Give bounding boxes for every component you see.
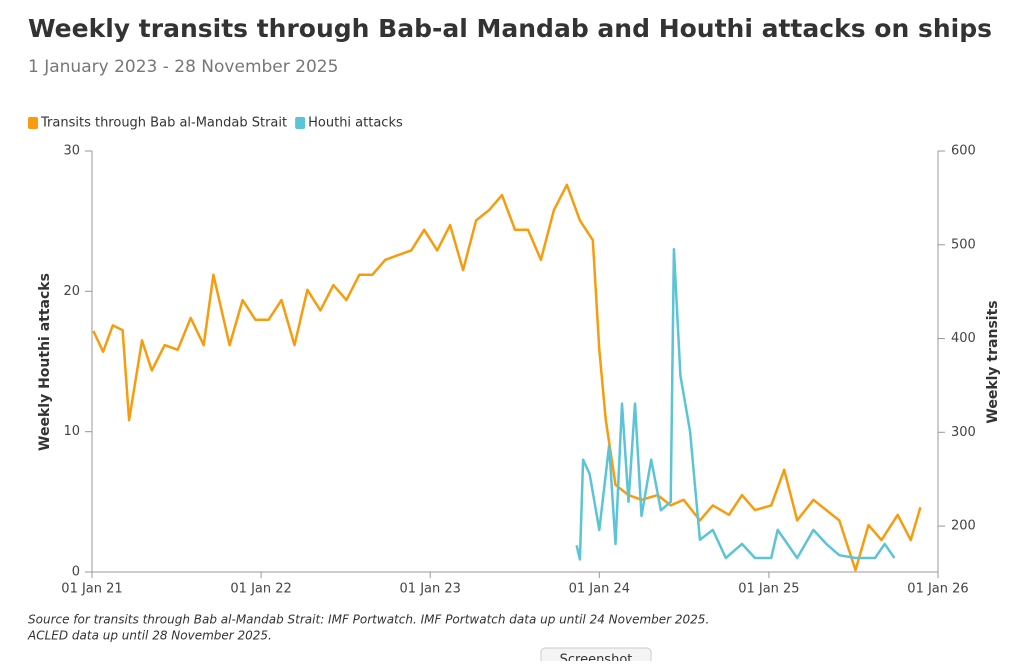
x-tick-label: 01 Jan 23 (400, 582, 461, 597)
y2-tick-label: 400 (951, 331, 976, 346)
x-tick-label: 01 Jan 25 (738, 582, 799, 597)
x-tick-label: 01 Jan 24 (569, 582, 630, 597)
chart-subtitle: 1 January 2023 - 28 November 2025 (28, 57, 338, 77)
legend-swatch (295, 117, 306, 129)
y2-tick-label: 600 (951, 144, 976, 159)
screenshot-button-label[interactable]: Screenshot (560, 653, 633, 665)
chart-title: Weekly transits through Bab-al Mandab an… (28, 14, 992, 43)
x-tick-label: 01 Jan 26 (907, 582, 968, 597)
y2-tick-label: 300 (951, 425, 976, 440)
y-tick-label: 20 (63, 284, 80, 299)
y2-axis-label: Weekly transits (985, 300, 1001, 423)
x-tick-label: 01 Jan 21 (61, 582, 122, 597)
series-line (575, 247, 896, 561)
legend-label: Houthi attacks (308, 116, 403, 131)
source-note: ACLED data up until 28 November 2025. (27, 629, 272, 643)
source-note: Source for transits through Bab al-Manda… (28, 613, 709, 627)
y-tick-label: 10 (63, 424, 80, 439)
x-tick-label: 01 Jan 22 (230, 582, 291, 597)
y-tick-label: 0 (72, 565, 80, 580)
y2-tick-label: 500 (951, 237, 976, 252)
series-line (92, 183, 922, 572)
y-tick-label: 30 (63, 144, 80, 159)
y-axis-label: Weekly Houthi attacks (37, 273, 53, 451)
legend-swatch (28, 117, 38, 129)
legend-label: Transits through Bab al-Mandab Strait (40, 116, 287, 131)
y2-tick-label: 200 (951, 519, 976, 534)
